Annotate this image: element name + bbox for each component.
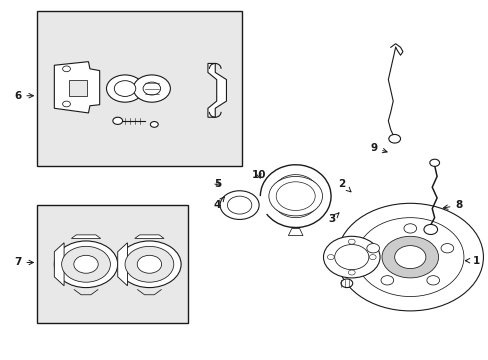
Circle shape (268, 176, 322, 216)
Circle shape (61, 246, 110, 282)
Circle shape (133, 75, 170, 102)
Circle shape (347, 239, 354, 244)
Polygon shape (135, 235, 163, 238)
Circle shape (440, 244, 453, 253)
Circle shape (347, 270, 354, 275)
Circle shape (334, 244, 368, 270)
Text: 2: 2 (338, 179, 350, 192)
Text: 1: 1 (465, 256, 479, 266)
Circle shape (113, 117, 122, 125)
Circle shape (366, 244, 379, 253)
Circle shape (429, 159, 439, 166)
Circle shape (137, 255, 161, 273)
Polygon shape (71, 235, 101, 238)
Circle shape (380, 276, 393, 285)
Text: 4: 4 (214, 197, 224, 210)
Text: 8: 8 (443, 200, 462, 210)
Circle shape (388, 134, 400, 143)
Circle shape (394, 246, 425, 269)
Polygon shape (54, 62, 100, 113)
Circle shape (340, 279, 352, 288)
Circle shape (368, 255, 375, 260)
Text: 3: 3 (328, 213, 338, 224)
Circle shape (54, 241, 118, 288)
Polygon shape (54, 243, 64, 286)
Text: 5: 5 (214, 179, 221, 189)
Text: 9: 9 (369, 143, 386, 153)
Circle shape (336, 203, 483, 311)
Circle shape (62, 101, 70, 107)
Circle shape (423, 225, 437, 234)
Polygon shape (288, 228, 303, 235)
Circle shape (276, 182, 315, 211)
Circle shape (327, 255, 333, 260)
Circle shape (323, 236, 379, 278)
Text: 10: 10 (251, 170, 266, 180)
Circle shape (356, 218, 463, 297)
Circle shape (426, 276, 439, 285)
Circle shape (74, 255, 98, 273)
Bar (37, 12, 242, 166)
Circle shape (125, 246, 173, 282)
Circle shape (150, 122, 158, 127)
Circle shape (220, 191, 259, 220)
Circle shape (106, 75, 143, 102)
Circle shape (114, 81, 136, 96)
Polygon shape (69, 80, 87, 96)
Circle shape (62, 66, 70, 72)
Circle shape (381, 236, 438, 278)
Polygon shape (207, 63, 226, 117)
Polygon shape (118, 243, 127, 286)
Text: 6: 6 (14, 91, 33, 101)
Circle shape (403, 224, 416, 233)
Text: 7: 7 (14, 257, 33, 267)
Circle shape (118, 241, 181, 288)
Circle shape (227, 196, 251, 214)
Bar (37, 205, 188, 323)
Circle shape (143, 82, 160, 95)
